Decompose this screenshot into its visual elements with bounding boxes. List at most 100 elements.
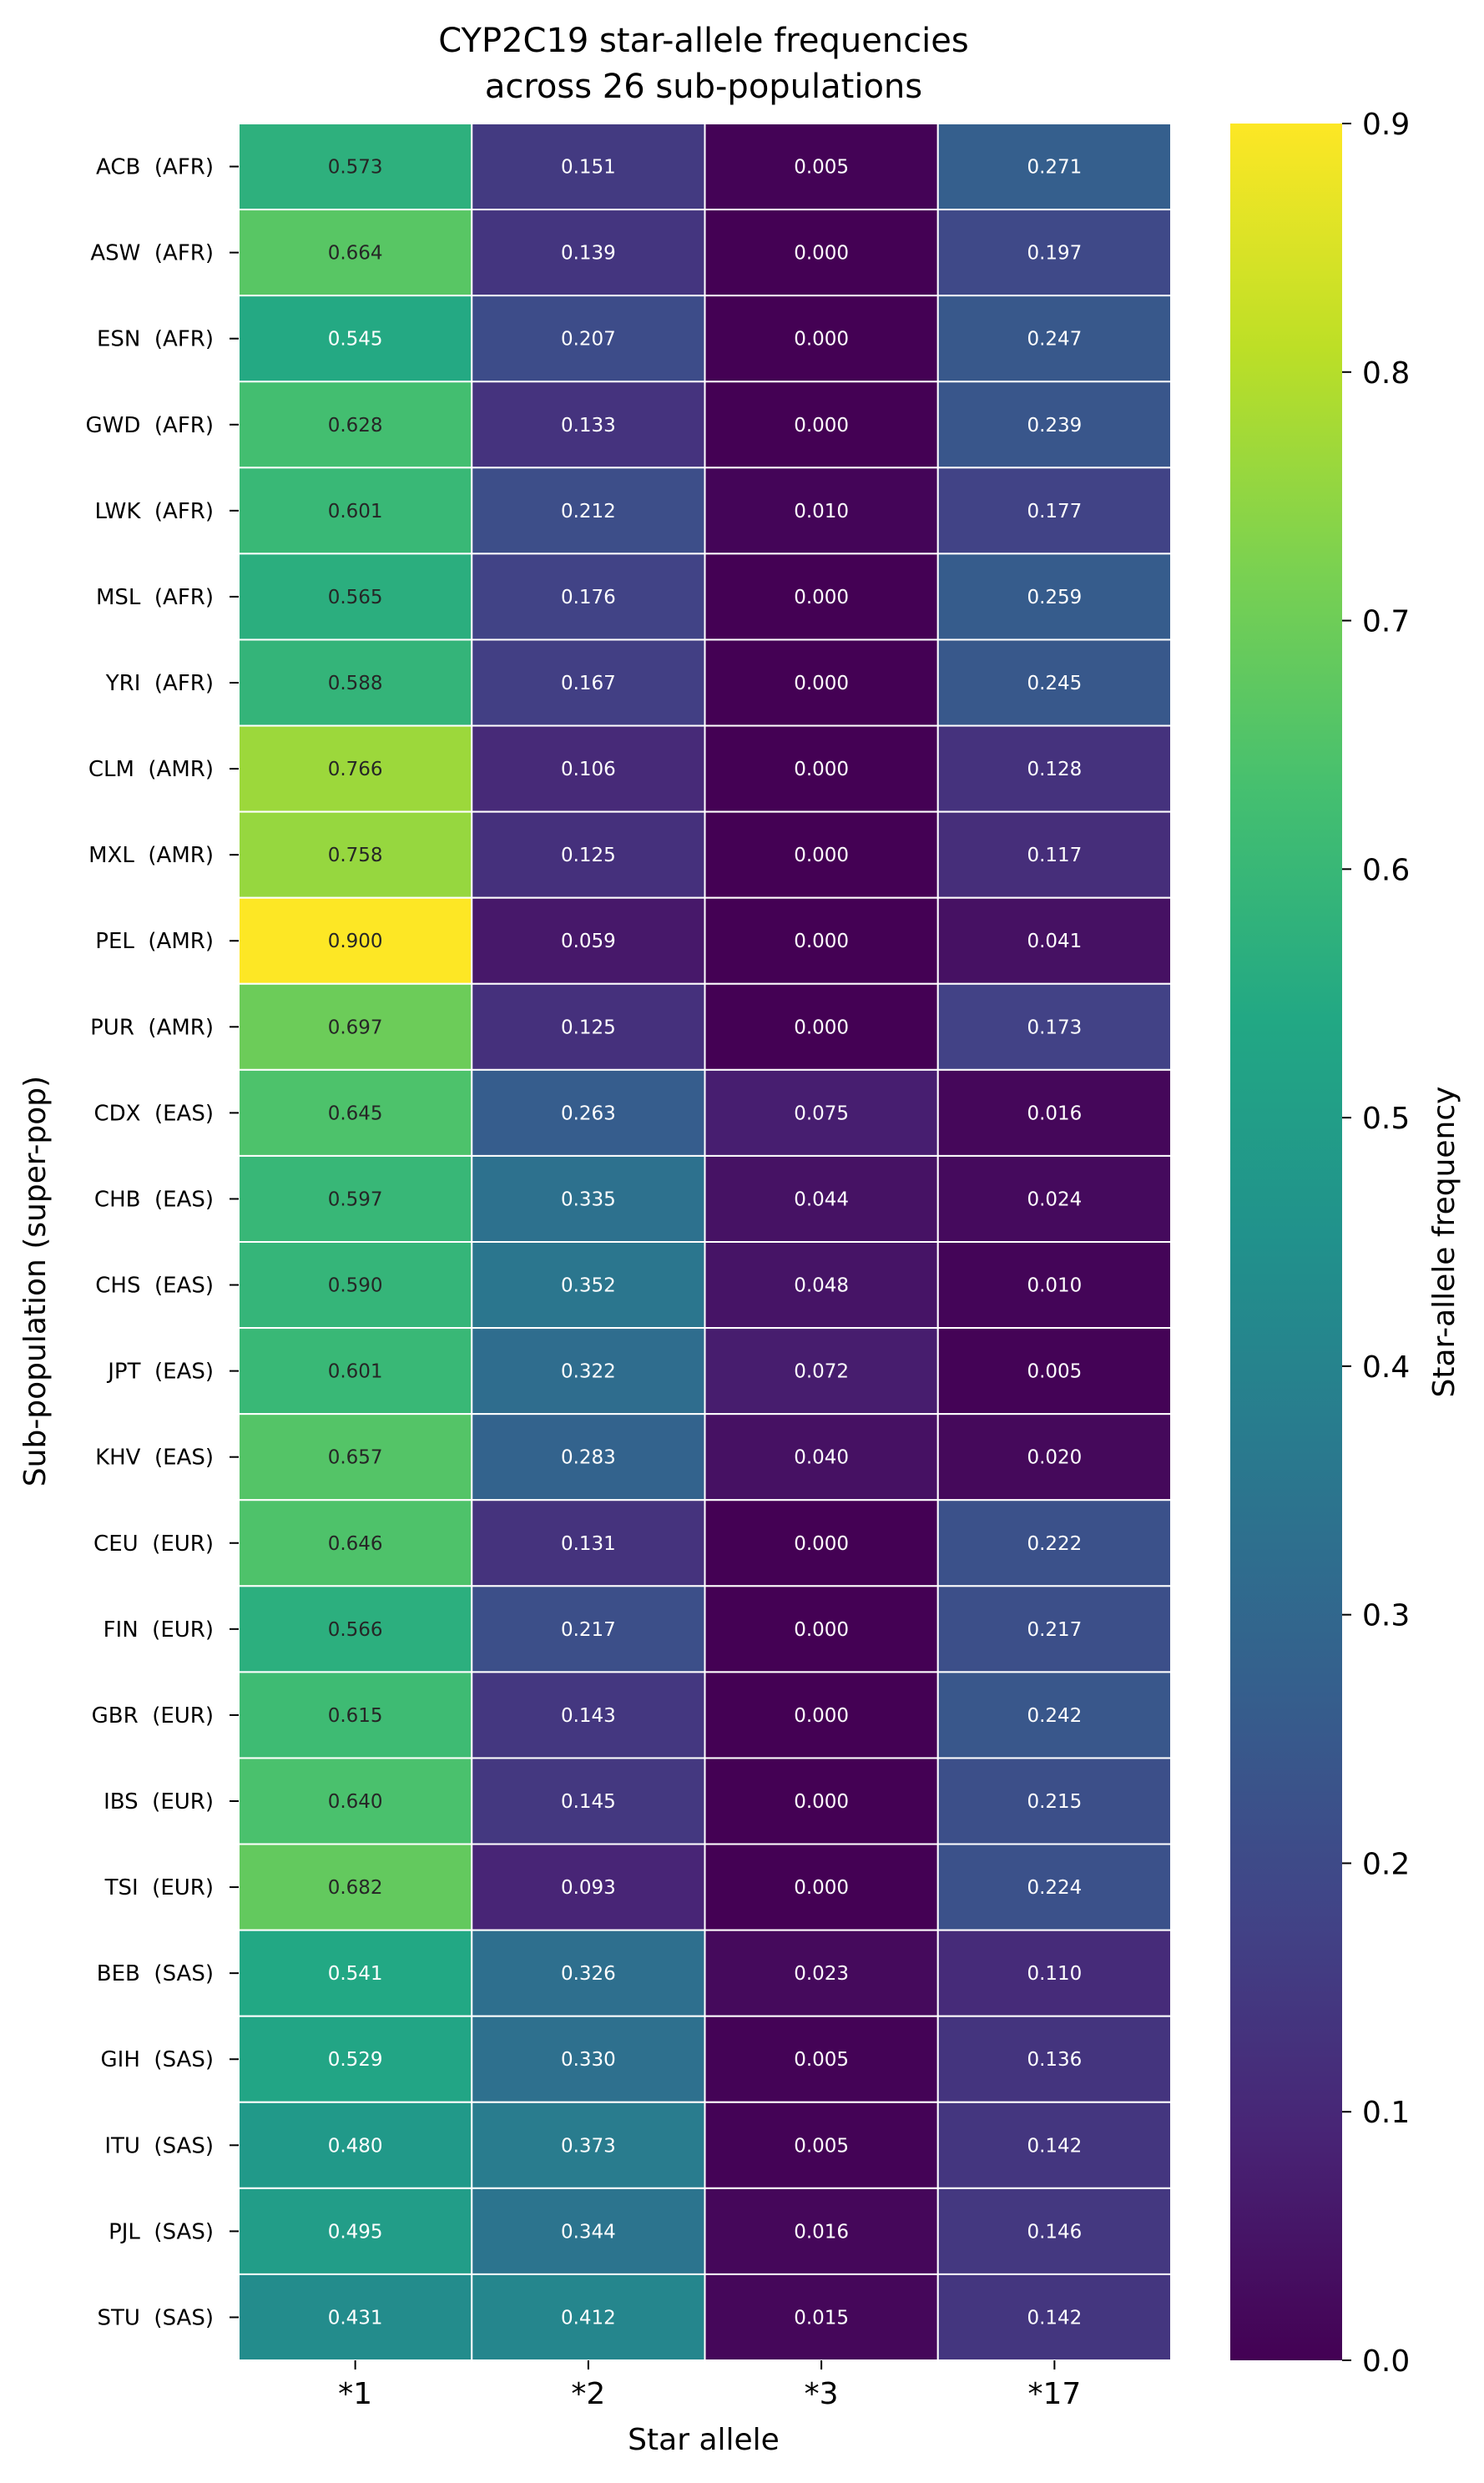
heatmap-cell — [936, 553, 1172, 641]
cell-value-label: 0.758 — [328, 845, 383, 866]
heatmap-cell — [471, 553, 706, 641]
heatmap-cell — [936, 1413, 1172, 1501]
heatmap-cell — [936, 209, 1172, 297]
cell-value-label: 0.016 — [794, 2221, 849, 2243]
heatmap-cell — [704, 1068, 939, 1157]
cell-value-label: 0.495 — [328, 2221, 383, 2243]
heatmap-cell — [471, 1757, 706, 1845]
cell-value-label: 0.224 — [1027, 1877, 1082, 1899]
cell-value-label: 0.597 — [328, 1189, 383, 1210]
heatmap-cell — [936, 1327, 1172, 1416]
cell-value-label: 0.117 — [1027, 845, 1082, 866]
y-tick-labels: ACB (AFR) ASW (AFR) ESN (AFR) GWD (AFR) LWK … — [86, 155, 239, 2330]
cell-value-label: 0.005 — [794, 2049, 849, 2071]
cell-value-label: 0.142 — [1027, 2307, 1082, 2329]
cell-value-label: 0.000 — [794, 329, 849, 351]
cell-value-label: 0.480 — [328, 2135, 383, 2157]
x-tick-label: *3 — [805, 2377, 839, 2411]
colorbar-ticks: 0.0 0.1 0.2 0.3 0.4 0.5 0.6 0.7 0.8 0.9 — [1342, 108, 1410, 2379]
y-tick-label: BEB (SAS) — [97, 1961, 214, 1986]
y-tick-label: GBR (EUR) — [92, 1703, 214, 1729]
cell-value-label: 0.566 — [328, 1619, 383, 1641]
cell-value-label: 0.131 — [561, 1533, 616, 1555]
y-tick-label: GWD (AFR) — [86, 413, 215, 438]
cell-value-label: 0.197 — [1027, 243, 1082, 265]
colorbar-tick-label: 0.0 — [1362, 2344, 1410, 2379]
cell-value-label: 0.271 — [1027, 157, 1082, 179]
heatmap-cell — [471, 1413, 706, 1501]
cell-value-label: 0.059 — [561, 931, 616, 952]
cell-value-label: 0.431 — [328, 2307, 383, 2329]
cell-value-label: 0.646 — [328, 1533, 383, 1555]
cell-value-label: 0.000 — [794, 1705, 849, 1727]
cell-value-label: 0.041 — [1027, 931, 1082, 952]
cell-value-label: 0.125 — [561, 1017, 616, 1038]
cell-value-label: 0.645 — [328, 1103, 383, 1124]
cell-value-label: 0.242 — [1027, 1705, 1082, 1727]
colorbar — [1230, 124, 1342, 2360]
heatmap-cell — [471, 2015, 706, 2103]
heatmap-cell — [936, 1068, 1172, 1157]
y-tick-label: JPT (EAS) — [106, 1360, 214, 1385]
heatmap-cell — [471, 1327, 706, 1416]
heatmap-cell — [471, 1241, 706, 1330]
cell-value-label: 0.005 — [1027, 1361, 1082, 1383]
cell-value-label: 0.151 — [561, 157, 616, 179]
cell-value-label: 0.590 — [328, 1275, 383, 1297]
cell-value-label: 0.330 — [561, 2049, 616, 2071]
heatmap-cell — [471, 295, 706, 383]
heatmap-cell — [704, 724, 939, 813]
cell-value-label: 0.044 — [794, 1189, 849, 1210]
cell-value-label: 0.900 — [328, 931, 383, 952]
cell-value-label: 0.145 — [561, 1791, 616, 1813]
heatmap-cell — [704, 123, 939, 211]
y-tick-label: CDX (EAS) — [93, 1101, 214, 1126]
cell-value-label: 0.016 — [1027, 1103, 1082, 1124]
cell-value-label: 0.373 — [561, 2135, 616, 2157]
cell-value-label: 0.024 — [1027, 1189, 1082, 1210]
heatmap-cell — [471, 1154, 706, 1244]
x-tick-label: *2 — [571, 2377, 605, 2411]
x-axis-label: Star allele — [628, 2423, 780, 2457]
heatmap-cell — [238, 2015, 473, 2103]
heatmap-cell — [936, 2015, 1172, 2103]
y-tick-label: ACB (AFR) — [96, 155, 214, 180]
cell-value-label: 0.000 — [794, 931, 849, 952]
heatmap-cell — [471, 123, 706, 211]
cell-value-label: 0.010 — [1027, 1275, 1082, 1297]
y-tick-label: CHS (EAS) — [95, 1274, 214, 1299]
heatmap-cell — [704, 1241, 939, 1330]
y-tick-label: LWK (AFR) — [95, 499, 214, 524]
cell-value-label: 0.072 — [794, 1361, 849, 1383]
cell-value-label: 0.000 — [794, 1619, 849, 1641]
colorbar-tick-label: 0.8 — [1362, 356, 1410, 391]
heatmap-cell — [238, 638, 473, 727]
heatmap-cell — [238, 1068, 473, 1157]
cell-value-label: 0.177 — [1027, 501, 1082, 522]
heatmap-cells: 0.573 0.151 0.005 0.271 0.664 0.139 0.000 0.197… — [238, 123, 1172, 2362]
heatmap-cell — [471, 1068, 706, 1157]
cell-value-label: 0.000 — [794, 1017, 849, 1038]
cell-value-label: 0.217 — [561, 1619, 616, 1641]
cell-value-label: 0.322 — [561, 1361, 616, 1383]
y-axis-label: Sub-population (super-pop) — [18, 1076, 53, 1486]
y-tick-label: ASW (AFR) — [90, 241, 214, 266]
cell-value-label: 0.697 — [328, 1017, 383, 1038]
x-tick-label: *17 — [1027, 2377, 1081, 2411]
colorbar-tick-label: 0.2 — [1362, 1847, 1410, 1881]
cell-value-label: 0.173 — [1027, 1017, 1082, 1038]
heatmap-cell — [704, 1929, 939, 2017]
heatmap-cell — [238, 1929, 473, 2017]
heatmap-cell — [238, 1585, 473, 1673]
cell-value-label: 0.142 — [1027, 2135, 1082, 2157]
heatmap-cell — [704, 553, 939, 641]
cell-value-label: 0.601 — [328, 501, 383, 522]
heatmap-cell — [238, 467, 473, 555]
cell-value-label: 0.326 — [561, 1963, 616, 1985]
cell-value-label: 0.010 — [794, 501, 849, 522]
cell-value-label: 0.344 — [561, 2221, 616, 2243]
cell-value-label: 0.565 — [328, 587, 383, 608]
y-tick-label: IBS (EUR) — [103, 1789, 214, 1814]
heatmap-cell — [704, 1327, 939, 1416]
heatmap-cell — [936, 2273, 1172, 2362]
